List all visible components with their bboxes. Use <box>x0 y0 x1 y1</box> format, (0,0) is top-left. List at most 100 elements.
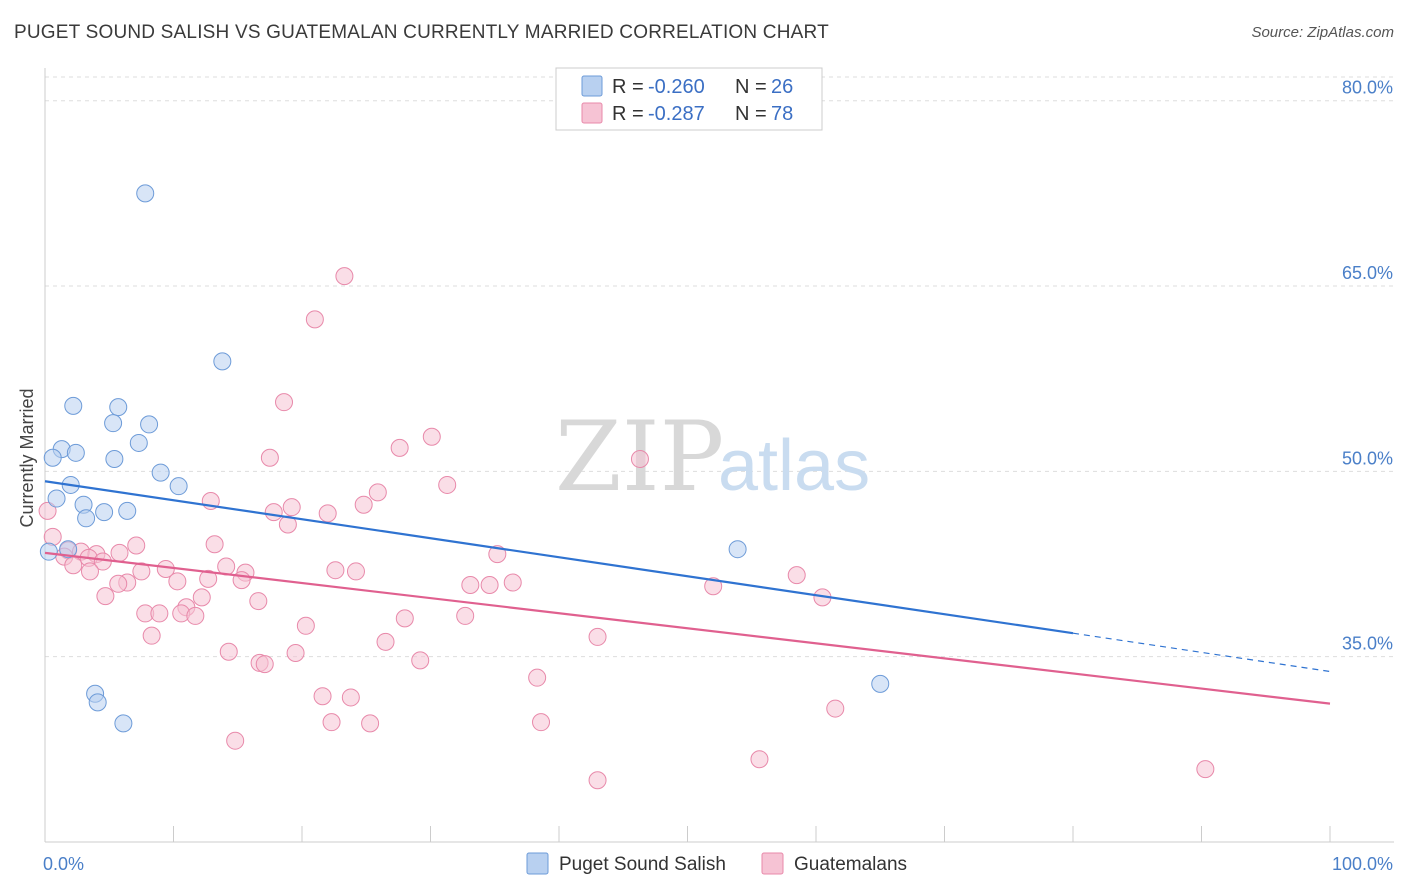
data-point <box>59 540 78 559</box>
data-point <box>871 674 890 693</box>
data-point <box>114 714 133 733</box>
x-tick-label: 100.0% <box>1332 854 1393 874</box>
data-point <box>142 626 161 645</box>
data-point <box>728 540 747 559</box>
data-point <box>422 427 441 446</box>
data-point <box>168 572 187 591</box>
x-tick-label: 0.0% <box>43 854 84 874</box>
data-point <box>528 668 547 687</box>
data-point <box>361 714 380 733</box>
source-credit: Source: ZipAtlas.com <box>1251 24 1394 41</box>
data-point <box>318 504 337 523</box>
data-point <box>438 475 457 494</box>
trend-line-guatemalans <box>44 551 1331 705</box>
data-point <box>260 448 279 467</box>
data-point <box>43 527 62 546</box>
legend-r-value-1: -0.260 <box>648 76 705 98</box>
data-point <box>95 503 114 522</box>
x-tick-labels: 0.0% 100.0% <box>43 854 1393 874</box>
data-point <box>503 573 522 592</box>
data-point <box>341 688 360 707</box>
data-point <box>376 632 395 651</box>
legend-n-label-1: N = <box>735 76 767 98</box>
series-label-guatemalans: Guatemalans <box>794 854 907 875</box>
data-point <box>249 592 268 611</box>
data-point <box>127 536 146 555</box>
data-point <box>264 503 283 522</box>
legend-r-label-2: R = <box>612 103 644 125</box>
y-tick-label: 65.0% <box>1342 263 1393 283</box>
data-point <box>354 495 373 514</box>
data-point <box>368 483 387 502</box>
data-point <box>750 750 769 769</box>
legend-swatch-pink <box>581 102 603 124</box>
data-point <box>787 566 806 585</box>
data-point <box>322 713 341 732</box>
chart-title: PUGET SOUND SALISH VS GUATEMALAN CURRENT… <box>14 22 829 43</box>
data-point <box>232 571 251 590</box>
data-point <box>64 556 83 575</box>
data-point <box>77 509 96 528</box>
data-point <box>118 501 137 520</box>
data-point <box>588 627 607 646</box>
data-point <box>109 574 128 593</box>
data-point <box>129 433 148 452</box>
legend-r-value-2: -0.287 <box>648 103 705 125</box>
series-label-puget-sound-salish: Puget Sound Salish <box>559 854 726 875</box>
data-point <box>205 535 224 554</box>
trend-lines <box>44 480 1331 705</box>
data-point <box>169 477 188 496</box>
data-point <box>1196 760 1215 779</box>
data-point <box>219 642 238 661</box>
data-point <box>104 414 123 433</box>
data-point <box>278 515 297 534</box>
data-point <box>296 616 315 635</box>
data-point <box>390 438 409 457</box>
data-point <box>346 562 365 581</box>
data-point <box>275 393 294 412</box>
puget-sound-salish-points <box>39 184 890 733</box>
data-point <box>96 587 115 606</box>
y-tick-label: 35.0% <box>1342 634 1393 654</box>
data-point <box>480 576 499 595</box>
series-legend: Puget Sound Salish Guatemalans <box>526 852 907 875</box>
y-axis-label: Currently Married <box>17 388 37 527</box>
data-point <box>305 310 324 329</box>
data-point <box>335 267 354 286</box>
data-point <box>38 501 57 520</box>
data-point <box>192 588 211 607</box>
trend-line-extension <box>1072 632 1331 673</box>
data-point <box>186 606 205 625</box>
data-point <box>630 450 649 468</box>
data-point <box>105 450 124 468</box>
data-point <box>286 643 305 662</box>
data-point <box>47 489 66 508</box>
data-point <box>282 498 301 517</box>
data-point <box>140 415 159 434</box>
data-point <box>109 398 128 417</box>
data-point <box>151 463 170 482</box>
data-point <box>150 604 169 623</box>
data-point <box>39 542 58 561</box>
data-point <box>64 396 83 415</box>
watermark: ZIP atlas <box>555 401 870 513</box>
data-point <box>588 771 607 790</box>
y-tick-label: 80.0% <box>1342 78 1393 98</box>
legend-n-value-2: 78 <box>771 103 793 125</box>
data-point <box>395 609 414 628</box>
data-point <box>66 443 85 462</box>
data-point <box>199 569 218 588</box>
watermark-atlas: atlas <box>718 426 870 506</box>
data-point <box>43 448 62 467</box>
legend-n-value-1: 26 <box>771 76 793 98</box>
data-point <box>456 606 475 625</box>
data-point <box>110 543 129 562</box>
data-point <box>255 655 274 674</box>
legend-r-label-1: R = <box>612 76 644 98</box>
data-point <box>88 693 107 712</box>
data-point <box>226 731 245 750</box>
correlation-legend: R = -0.260 N = 26 R = -0.287 N = 78 <box>555 67 823 131</box>
data-point <box>826 699 845 718</box>
data-point <box>704 577 723 596</box>
